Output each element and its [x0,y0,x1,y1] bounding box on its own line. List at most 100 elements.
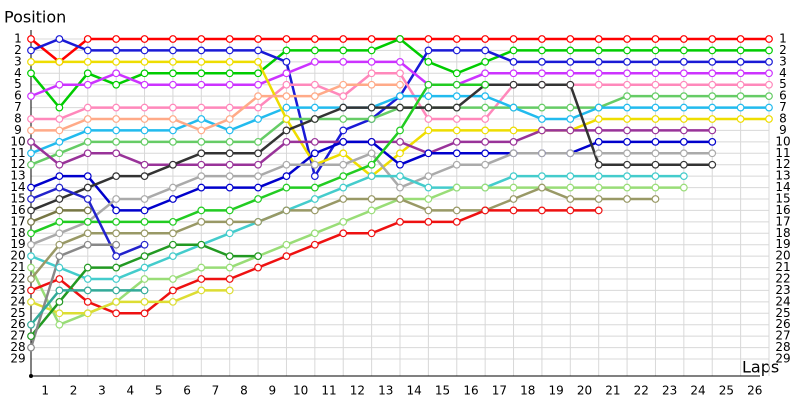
y-tick-label-right: 25 [775,306,790,320]
point [623,80,631,89]
x-tick-label: 21 [605,384,620,398]
point [367,206,376,215]
point [27,46,35,55]
point [55,275,64,283]
point [339,172,348,181]
point [197,172,206,181]
y-tick-label: 18 [10,226,25,240]
point [651,103,660,112]
point [424,195,433,203]
x-tick-label: 3 [98,384,106,398]
y-tick-label: 25 [10,306,25,320]
point [623,46,631,55]
point [679,160,688,169]
point [424,183,433,192]
point [310,149,319,158]
point [225,183,234,192]
point [339,137,348,146]
point [538,115,546,123]
point [225,263,234,272]
point [83,217,92,226]
x-tick-label: 23 [662,384,677,398]
point [566,46,575,55]
series-line [29,243,117,348]
point [140,160,149,169]
point [736,115,745,123]
point [566,149,575,158]
point [169,286,177,295]
point [339,115,348,123]
point [140,229,149,238]
point [452,35,461,43]
point [169,46,177,55]
point [140,297,149,306]
point [27,252,35,261]
point [27,137,35,146]
point [197,137,206,146]
point [225,275,234,283]
point [310,46,319,55]
point [225,137,234,146]
y-tick-label: 10 [10,134,25,148]
point [481,69,490,78]
point [481,35,490,43]
y-tick-label-right: 24 [775,294,790,308]
point [112,195,121,203]
point [254,137,262,146]
point [396,160,404,169]
point [538,206,546,215]
y-tick-label-right: 27 [775,329,790,343]
point [254,183,262,192]
point [367,229,376,238]
y-tick-label: 21 [10,260,25,274]
point [396,183,404,192]
point [27,195,35,203]
y-tick-label: 17 [10,214,25,228]
point [169,229,177,238]
point [651,35,660,43]
point [27,183,35,192]
point [679,46,688,55]
point [367,80,376,89]
point [367,35,376,43]
point [55,80,64,89]
point [112,126,121,135]
point [254,172,262,181]
point [282,160,291,169]
point [282,240,291,249]
point [55,320,64,329]
point [140,46,149,55]
point [225,69,234,78]
point [55,126,64,135]
y-tick-label: 8 [14,112,22,126]
point [140,309,149,318]
point [708,126,717,135]
point [566,206,575,215]
point [225,115,234,123]
y-tick-label-right: 8 [779,112,787,126]
y-tick-label: 3 [14,54,22,68]
point [623,69,631,78]
point [310,229,319,238]
y-tick-label-right: 22 [775,272,790,286]
point [55,115,64,123]
point [594,80,603,89]
point [197,69,206,78]
point [83,286,92,295]
point [197,115,206,123]
point [169,183,177,192]
point [765,80,773,89]
point [254,46,262,55]
point [396,137,404,146]
x-tick-label: 24 [690,384,705,398]
point [765,69,773,78]
point [140,103,149,112]
point [538,35,546,43]
point [112,217,121,226]
point [594,35,603,43]
x-tick-label: 10 [293,384,308,398]
point [112,275,121,283]
point [55,297,64,306]
point [225,172,234,181]
point [509,172,518,181]
